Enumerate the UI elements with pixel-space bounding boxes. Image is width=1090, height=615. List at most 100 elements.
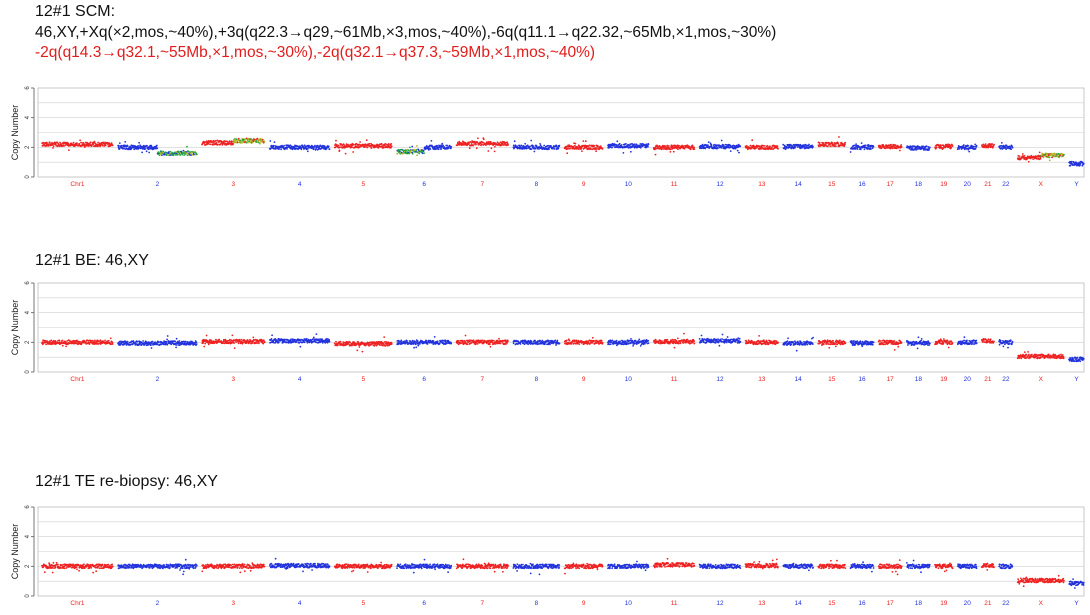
data-point <box>967 144 970 147</box>
data-point <box>175 337 178 340</box>
data-point <box>270 338 273 340</box>
data-point <box>487 340 490 343</box>
data-point <box>682 342 685 344</box>
data-point <box>425 340 428 342</box>
data-point <box>315 148 317 151</box>
data-point <box>547 339 550 342</box>
data-point <box>166 343 169 346</box>
data-point <box>277 341 280 344</box>
data-point <box>655 147 658 150</box>
data-point <box>462 341 464 343</box>
data-point <box>262 342 265 345</box>
data-point <box>190 152 192 155</box>
data-point <box>546 343 548 346</box>
data-point <box>42 141 45 144</box>
data-point <box>437 148 440 151</box>
data-point <box>658 145 661 147</box>
data-point <box>81 142 84 144</box>
data-point <box>177 150 180 153</box>
data-point <box>476 141 479 144</box>
chromosome-label: 9 <box>582 376 586 383</box>
data-point <box>769 145 771 148</box>
segment-8 <box>512 339 561 346</box>
data-point <box>202 342 205 344</box>
data-point <box>411 145 414 148</box>
data-point <box>421 152 424 155</box>
data-point <box>245 137 248 140</box>
data-point <box>974 143 977 146</box>
chromosome-label: 4 <box>298 181 302 188</box>
data-point <box>251 342 254 344</box>
data-point <box>141 343 143 346</box>
data-point <box>277 145 279 148</box>
data-point <box>838 136 840 138</box>
data-point <box>725 146 728 149</box>
data-point <box>1023 154 1026 157</box>
data-point <box>737 337 740 339</box>
data-point <box>707 144 709 147</box>
data-point <box>887 146 889 148</box>
data-point <box>647 342 650 345</box>
data-point <box>142 340 145 342</box>
data-point <box>208 143 211 145</box>
data-point <box>415 149 418 151</box>
data-point <box>534 339 536 342</box>
data-point <box>818 142 821 144</box>
data-point <box>247 141 249 144</box>
data-point <box>628 145 631 147</box>
data-point <box>325 338 328 340</box>
data-point <box>182 149 185 152</box>
data-point <box>474 343 477 346</box>
data-point <box>944 146 947 149</box>
data-point <box>577 148 580 151</box>
data-point <box>688 145 691 148</box>
data-point <box>1053 152 1056 155</box>
data-point <box>1038 151 1041 154</box>
data-point <box>426 343 429 345</box>
data-point <box>568 339 571 342</box>
data-point <box>578 343 581 345</box>
data-point <box>666 338 669 341</box>
chromosome-label: 10 <box>625 181 633 188</box>
chromosome-label: Chr1 <box>70 376 84 383</box>
data-point <box>782 143 785 146</box>
data-point <box>156 147 159 150</box>
data-point <box>252 336 255 339</box>
data-point <box>481 339 484 342</box>
data-point <box>574 142 577 145</box>
data-point <box>525 147 528 150</box>
data-point <box>219 143 222 146</box>
chromosome-label: 6 <box>422 376 426 383</box>
data-point <box>179 154 182 156</box>
data-point <box>263 141 266 143</box>
data-point <box>566 152 569 155</box>
segment-12 <box>698 333 742 347</box>
data-point <box>117 144 120 147</box>
data-point <box>321 342 324 344</box>
data-point <box>812 145 814 148</box>
chromosome-label: 3 <box>231 376 235 383</box>
data-point <box>289 144 292 147</box>
data-point <box>402 152 405 155</box>
data-point <box>56 141 59 144</box>
data-point <box>520 144 523 147</box>
data-point <box>498 337 500 340</box>
data-point <box>665 340 668 343</box>
data-point <box>928 148 930 151</box>
chromosome-label: 5 <box>361 181 365 188</box>
data-point <box>324 146 327 149</box>
chromosome-label: 18 <box>915 181 923 188</box>
chromosome-label: 14 <box>795 376 803 383</box>
data-point <box>854 148 857 150</box>
chromosome-label: 10 <box>625 376 633 383</box>
data-point <box>630 338 632 340</box>
data-point <box>195 343 198 345</box>
data-point <box>776 145 779 147</box>
data-point <box>935 146 938 149</box>
data-point <box>408 152 411 155</box>
data-point <box>619 340 621 343</box>
data-point <box>505 343 507 345</box>
data-point <box>160 150 163 153</box>
chromosome-label: 2 <box>156 181 160 188</box>
data-point <box>141 151 144 154</box>
